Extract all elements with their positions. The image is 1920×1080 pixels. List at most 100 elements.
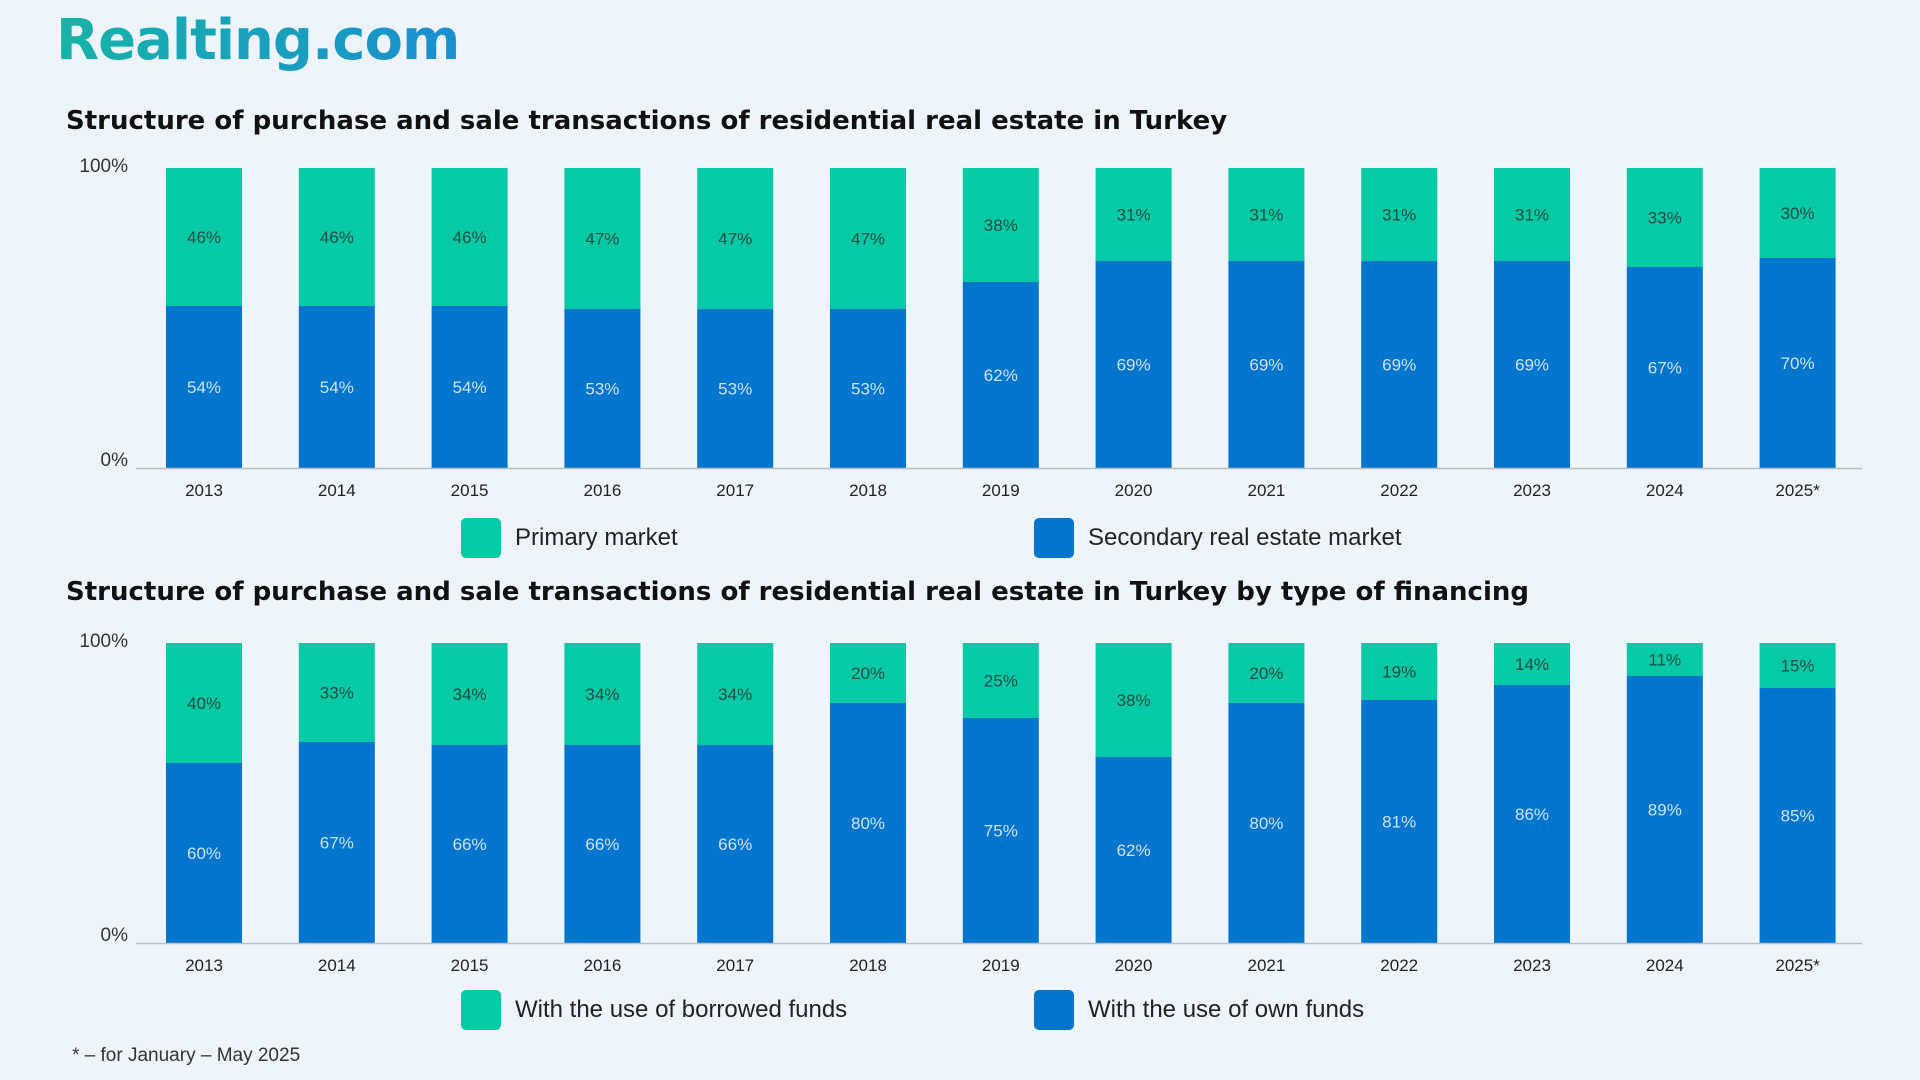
x-tick-label: 2014 (318, 956, 356, 975)
bar-value-label: 53% (851, 380, 885, 399)
bar-segment-top-2015 (431, 643, 508, 745)
legend-swatch-secondary (1034, 518, 1074, 558)
x-tick-label: 2019 (982, 956, 1020, 975)
bar-value-label: 33% (1648, 209, 1682, 228)
bar-segment-bottom-2017 (697, 309, 774, 468)
bar-segment-bottom-2014 (298, 306, 375, 468)
bar-segment-top-2016 (564, 168, 641, 309)
bar-value-label: 31% (1382, 206, 1416, 225)
bar-segment-top-2024 (1626, 643, 1703, 676)
x-tick-label: 2021 (1247, 956, 1285, 975)
bar-segment-top-2016 (564, 643, 641, 745)
x-tick-label: 2015 (451, 481, 489, 500)
bar-segment-top-2022 (1361, 643, 1438, 700)
bar-value-label: 47% (718, 230, 752, 249)
bar-segment-top-2020 (1095, 643, 1172, 757)
bar-segment-bottom-2018 (830, 309, 906, 468)
bar-value-label: 66% (585, 835, 619, 854)
x-tick-label: 2019 (982, 481, 1020, 500)
bar-segment-bottom-2023 (1494, 261, 1570, 468)
bar-value-label: 53% (585, 380, 619, 399)
bar-value-label: 11% (1648, 651, 1681, 670)
bar-value-label: 14% (1515, 655, 1549, 674)
bar-segment-top-2018 (830, 643, 906, 703)
y-tick-label-0: 0% (101, 925, 129, 946)
bar-value-label: 75% (984, 822, 1018, 841)
chart-transactions-by-market: 0% 100% 54% 46% 2013 54% 46% 2014 54% 46% 2015 53% 4… (79, 156, 1862, 500)
bar-segment-top-2021 (1228, 643, 1305, 703)
bar-value-label: 46% (453, 228, 487, 247)
chart-title-financing: Structure of purchase and sale transacti… (66, 577, 1529, 607)
bar-value-label: 25% (984, 672, 1018, 691)
bar-value-label: 81% (1382, 813, 1416, 832)
y-tick-label-100: 100% (79, 631, 128, 652)
bar-segment-top-2013 (166, 168, 242, 306)
legend-item-secondary-market: Secondary real estate market (1034, 518, 1402, 558)
bar-segment-top-2025 (1759, 168, 1836, 258)
bar-segment-bottom-2023 (1494, 685, 1570, 943)
bar-segment-bottom-2019 (962, 282, 1039, 468)
bar-value-label: 47% (851, 230, 885, 249)
bar-segment-top-2013 (166, 643, 242, 763)
bar-value-label: 66% (453, 835, 487, 854)
bar-value-label: 15% (1781, 657, 1815, 676)
bar-value-label: 89% (1648, 801, 1682, 820)
bar-segment-bottom-2019 (962, 718, 1039, 943)
bar-value-label: 80% (851, 814, 885, 833)
bar-value-label: 40% (187, 694, 221, 713)
x-tick-label: 2018 (849, 956, 887, 975)
bar-value-label: 60% (187, 844, 221, 863)
bar-value-label: 31% (1515, 206, 1549, 225)
bar-value-label: 38% (984, 216, 1018, 235)
x-tick-label: 2024 (1646, 956, 1684, 975)
legend-item-borrowed-funds: With the use of borrowed funds (461, 990, 847, 1030)
y-tick-label-100: 100% (79, 156, 128, 177)
bar-value-label: 62% (1117, 841, 1151, 860)
bar-segment-bottom-2024 (1626, 676, 1703, 943)
bar-value-label: 54% (453, 378, 487, 397)
bar-value-label: 62% (984, 366, 1018, 385)
bar-segment-bottom-2015 (431, 745, 508, 943)
bar-value-label: 20% (851, 664, 885, 683)
x-tick-label: 2018 (849, 481, 887, 500)
bar-value-label: 53% (718, 380, 752, 399)
bar-segment-bottom-2017 (697, 745, 774, 943)
bar-value-label: 46% (320, 228, 354, 247)
bar-segment-top-2019 (962, 168, 1039, 282)
bar-segment-top-2025 (1759, 643, 1836, 688)
bar-value-label: 80% (1249, 814, 1283, 833)
x-tick-label: 2021 (1247, 481, 1285, 500)
bar-value-label: 54% (187, 378, 221, 397)
chart-transactions-by-financing: 0% 100% 60% 40% 2013 67% 33% 2014 66% 34% 2015 66% 3… (79, 631, 1862, 975)
legend-label-borrowed: With the use of borrowed funds (515, 996, 848, 1023)
x-tick-label: 2022 (1380, 481, 1418, 500)
bar-segment-top-2023 (1494, 643, 1570, 685)
bar-value-label: 31% (1249, 206, 1283, 225)
legend-label-own: With the use of own funds (1088, 996, 1365, 1023)
bar-segment-bottom-2018 (830, 703, 906, 943)
legend-swatch-own (1034, 990, 1074, 1030)
x-tick-label: 2014 (318, 481, 356, 500)
bar-value-label: 67% (320, 834, 354, 853)
bar-value-label: 19% (1382, 663, 1416, 682)
bar-segment-bottom-2013 (166, 763, 242, 943)
bar-value-label: 46% (187, 228, 221, 247)
bar-segment-bottom-2020 (1095, 261, 1172, 468)
x-tick-label: 2016 (583, 956, 621, 975)
realting-logo[interactable]: Realting.com (56, 8, 460, 73)
legend-swatch-primary (461, 518, 501, 558)
x-tick-label: 2023 (1513, 481, 1551, 500)
bar-value-label: 34% (453, 685, 487, 704)
bar-segment-bottom-2024 (1626, 267, 1703, 468)
bar-segment-bottom-2025 (1759, 688, 1836, 943)
bar-value-label: 85% (1781, 807, 1815, 826)
chart-title-transactions: Structure of purchase and sale transacti… (66, 106, 1228, 136)
legend-item-primary-market: Primary market (461, 518, 678, 558)
x-tick-label: 2025* (1775, 956, 1820, 975)
legend-label-secondary: Secondary real estate market (1088, 524, 1402, 551)
x-tick-label: 2015 (451, 956, 489, 975)
legend-label-primary: Primary market (515, 524, 678, 551)
bar-segment-bottom-2020 (1095, 757, 1172, 943)
bar-value-label: 86% (1515, 805, 1549, 824)
bar-segment-top-2023 (1494, 168, 1570, 261)
